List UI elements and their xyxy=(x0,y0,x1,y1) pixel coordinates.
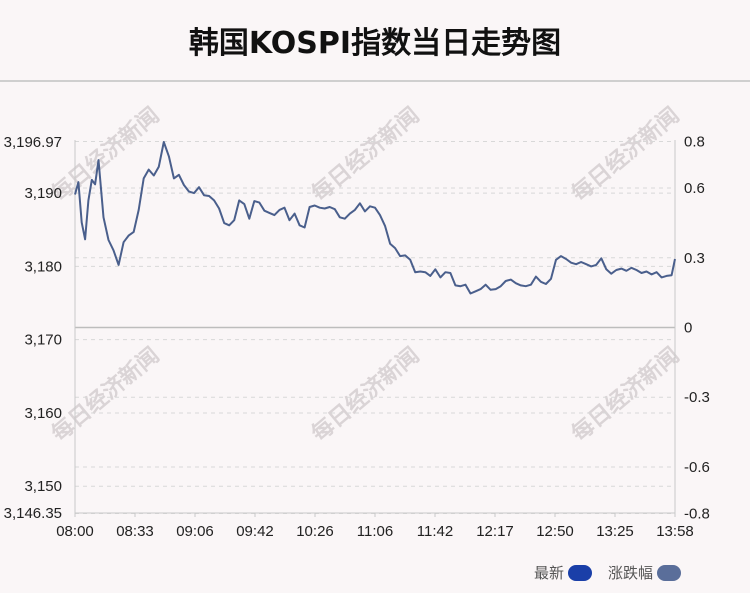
x-tick-label: 09:06 xyxy=(176,523,214,540)
x-tick-label: 13:58 xyxy=(656,523,694,540)
y-right-tick-label: 0 xyxy=(684,320,692,337)
watermark-4: 每日经济新闻 xyxy=(307,342,425,447)
y-right-tick-label: -0.6 xyxy=(684,459,710,476)
x-tick-label: 12:17 xyxy=(476,523,514,540)
y-right-tick-label: -0.3 xyxy=(684,389,710,406)
x-tick-label: 11:42 xyxy=(417,523,453,540)
watermark-0: 每日经济新闻 xyxy=(47,102,165,207)
legend-change-label: 涨跌幅 xyxy=(608,564,654,582)
y-left-tick-label: 3,160 xyxy=(24,405,62,422)
y-left-tick-label: 3,146.35 xyxy=(4,505,62,522)
x-tick-label: 10:26 xyxy=(296,523,334,540)
y-left-tick-label: 3,196.97 xyxy=(4,134,62,151)
legend-change-swatch xyxy=(657,564,682,581)
y-left-tick-label: 3,180 xyxy=(24,258,62,275)
x-tick-label: 12:50 xyxy=(536,523,574,540)
legend-latest-swatch xyxy=(568,564,593,581)
title-divider xyxy=(0,80,750,82)
x-tick-label: 08:33 xyxy=(116,523,154,540)
x-tick-label: 13:25 xyxy=(596,523,634,540)
y-right-tick-label: 0.8 xyxy=(684,134,705,151)
legend-change[interactable]: 涨跌幅 xyxy=(608,562,682,583)
x-tick-label: 09:42 xyxy=(236,523,274,540)
watermark-1: 每日经济新闻 xyxy=(307,102,425,207)
watermark-3: 每日经济新闻 xyxy=(47,342,165,447)
legend-latest[interactable]: 最新 xyxy=(534,562,593,583)
x-tick-label: 08:00 xyxy=(56,523,94,540)
y-right-tick-label: -0.8 xyxy=(684,505,710,522)
x-tick-label: 11:06 xyxy=(357,523,393,540)
watermark-5: 每日经济新闻 xyxy=(567,342,685,447)
y-left-tick-label: 3,190 xyxy=(24,185,62,202)
watermark-2: 每日经济新闻 xyxy=(567,102,685,207)
legend-latest-label: 最新 xyxy=(534,564,565,582)
y-left-tick-label: 3,170 xyxy=(24,332,62,349)
y-right-tick-label: 0.3 xyxy=(684,250,705,267)
series-line-0 xyxy=(74,141,676,295)
y-right-tick-label: 0.6 xyxy=(684,180,705,197)
y-left-tick-label: 3,150 xyxy=(24,478,62,495)
chart-title: 韩国KOSPI指数当日走势图 xyxy=(188,26,562,61)
